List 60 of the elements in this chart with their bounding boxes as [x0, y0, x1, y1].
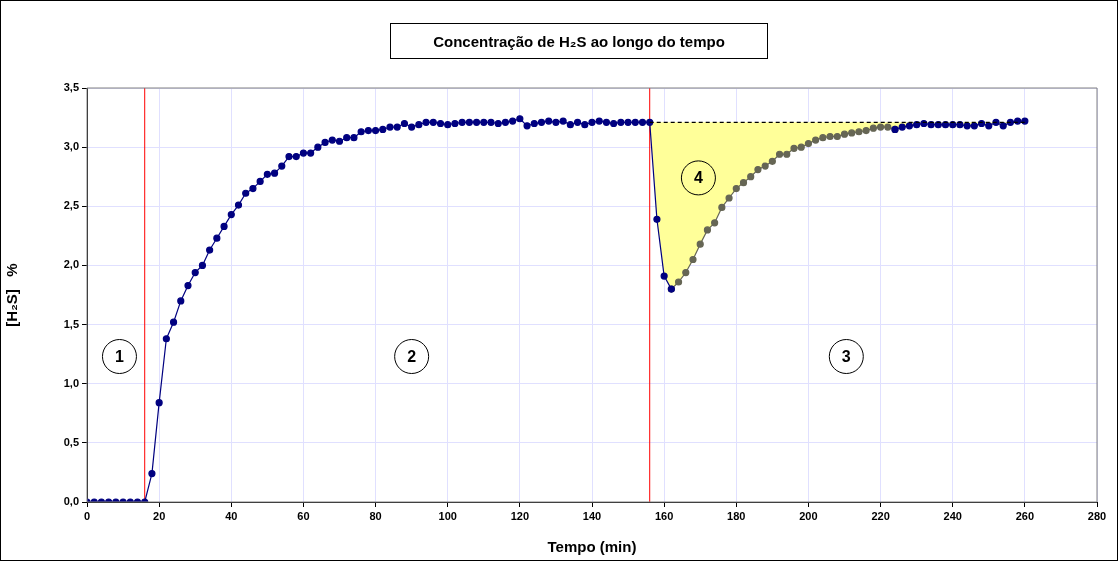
point — [674, 278, 683, 286]
annotation: 4 — [693, 169, 703, 187]
x-tick-label: 20 — [153, 509, 166, 522]
x-tick-label: 140 — [582, 509, 602, 522]
point — [812, 136, 820, 144]
annotation: 3 — [841, 347, 851, 365]
point — [747, 173, 755, 181]
y-tick-label: 1,0 — [63, 376, 79, 389]
point — [869, 124, 877, 132]
y-tick-label: 1,5 — [63, 317, 79, 330]
chart-title: Concentração de H₂S ao longo do tempo — [390, 23, 768, 59]
x-tick-label: 160 — [654, 509, 674, 522]
x-tick-label: 260 — [1015, 509, 1035, 522]
point — [819, 134, 827, 142]
x-tick-label: 180 — [727, 509, 746, 522]
y-tick-label: 3,5 — [63, 81, 79, 94]
x-tick-label: 80 — [369, 509, 382, 522]
point — [739, 179, 748, 187]
point — [826, 132, 834, 141]
point — [703, 226, 712, 234]
point — [804, 139, 813, 148]
x-tick-label: 240 — [943, 509, 962, 522]
y-tick-label: 0,5 — [63, 435, 79, 448]
x-tick-label: 40 — [225, 509, 238, 522]
x-tick-label: 280 — [1087, 509, 1107, 522]
point — [783, 150, 791, 158]
x-tick-label: 220 — [871, 509, 890, 522]
point — [876, 123, 885, 131]
point — [790, 144, 798, 152]
point — [696, 240, 704, 248]
point — [761, 162, 769, 170]
y-tick-label: 3,0 — [63, 140, 79, 153]
y-tick-label: 2,0 — [63, 258, 79, 271]
x-tick-label: 60 — [297, 509, 310, 522]
point — [862, 126, 870, 135]
x-tick-label: 120 — [510, 509, 530, 522]
point — [884, 123, 892, 131]
y-axis-title: [H₂S] % — [3, 263, 21, 327]
point — [848, 129, 856, 137]
point — [732, 184, 740, 193]
annotation: 1 — [115, 347, 125, 365]
annotation: 2 — [407, 347, 417, 365]
point — [682, 268, 690, 277]
x-axis-title: Tempo (min) — [547, 538, 637, 556]
point — [711, 219, 719, 227]
y-tick-label: 2,5 — [63, 199, 79, 212]
point — [768, 157, 776, 165]
y-tick-label: 0,0 — [63, 495, 79, 508]
point — [754, 166, 762, 174]
point — [797, 143, 805, 151]
x-tick-label: 0 — [83, 509, 91, 522]
point — [855, 128, 863, 136]
point — [725, 194, 733, 202]
x-tick-label: 200 — [799, 509, 818, 522]
point — [689, 255, 697, 264]
point — [718, 203, 726, 212]
point — [775, 150, 784, 158]
point — [833, 132, 841, 141]
x-tick-label: 100 — [438, 509, 457, 522]
point — [840, 130, 849, 138]
